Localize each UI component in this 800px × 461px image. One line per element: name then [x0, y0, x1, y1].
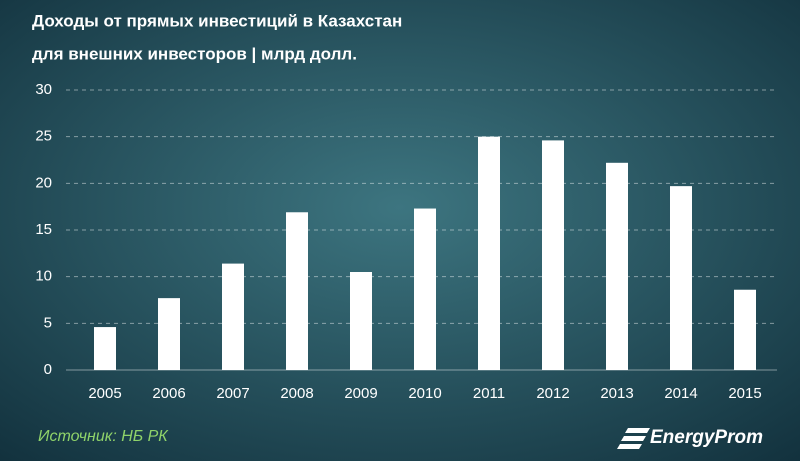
y-tick-label: 10	[35, 268, 52, 285]
x-tick-label: 2008	[280, 385, 313, 402]
bar	[606, 162, 628, 370]
bar	[734, 289, 756, 370]
bar	[222, 263, 244, 370]
x-tick-label: 2015	[728, 385, 761, 402]
x-tick-label: 2005	[88, 385, 121, 402]
bar	[158, 298, 180, 370]
bar	[542, 140, 564, 370]
x-tick-label: 2012	[536, 385, 569, 402]
x-tick-label: 2014	[664, 385, 697, 402]
logo-icon	[617, 428, 650, 449]
y-tick-label: 5	[44, 314, 52, 331]
y-tick-label: 20	[35, 174, 52, 191]
y-tick-label: 30	[35, 81, 52, 98]
chart-title: Доходы от прямых инвестиций в Казахстан	[32, 11, 402, 30]
source: Источник: НБ РК	[38, 428, 169, 445]
y-tick-label: 0	[44, 361, 52, 378]
x-tick-label: 2009	[344, 385, 377, 402]
y-tick-label: 25	[35, 128, 52, 145]
y-tick-label: 15	[35, 221, 52, 238]
bar	[94, 327, 116, 370]
bar	[350, 272, 372, 370]
bar	[478, 136, 500, 370]
logo: EnergyProm	[650, 427, 763, 448]
x-tick-label: 2006	[152, 385, 185, 402]
bar	[286, 212, 308, 370]
bar	[414, 208, 436, 370]
x-tick-label: 2011	[473, 385, 505, 402]
x-tick-label: 2013	[600, 385, 633, 402]
x-tick-label: 2010	[408, 385, 441, 402]
chart-title: для внешних инвесторов | млрд долл.	[32, 44, 357, 63]
x-tick-label: 2007	[216, 385, 249, 402]
bar	[670, 186, 692, 370]
